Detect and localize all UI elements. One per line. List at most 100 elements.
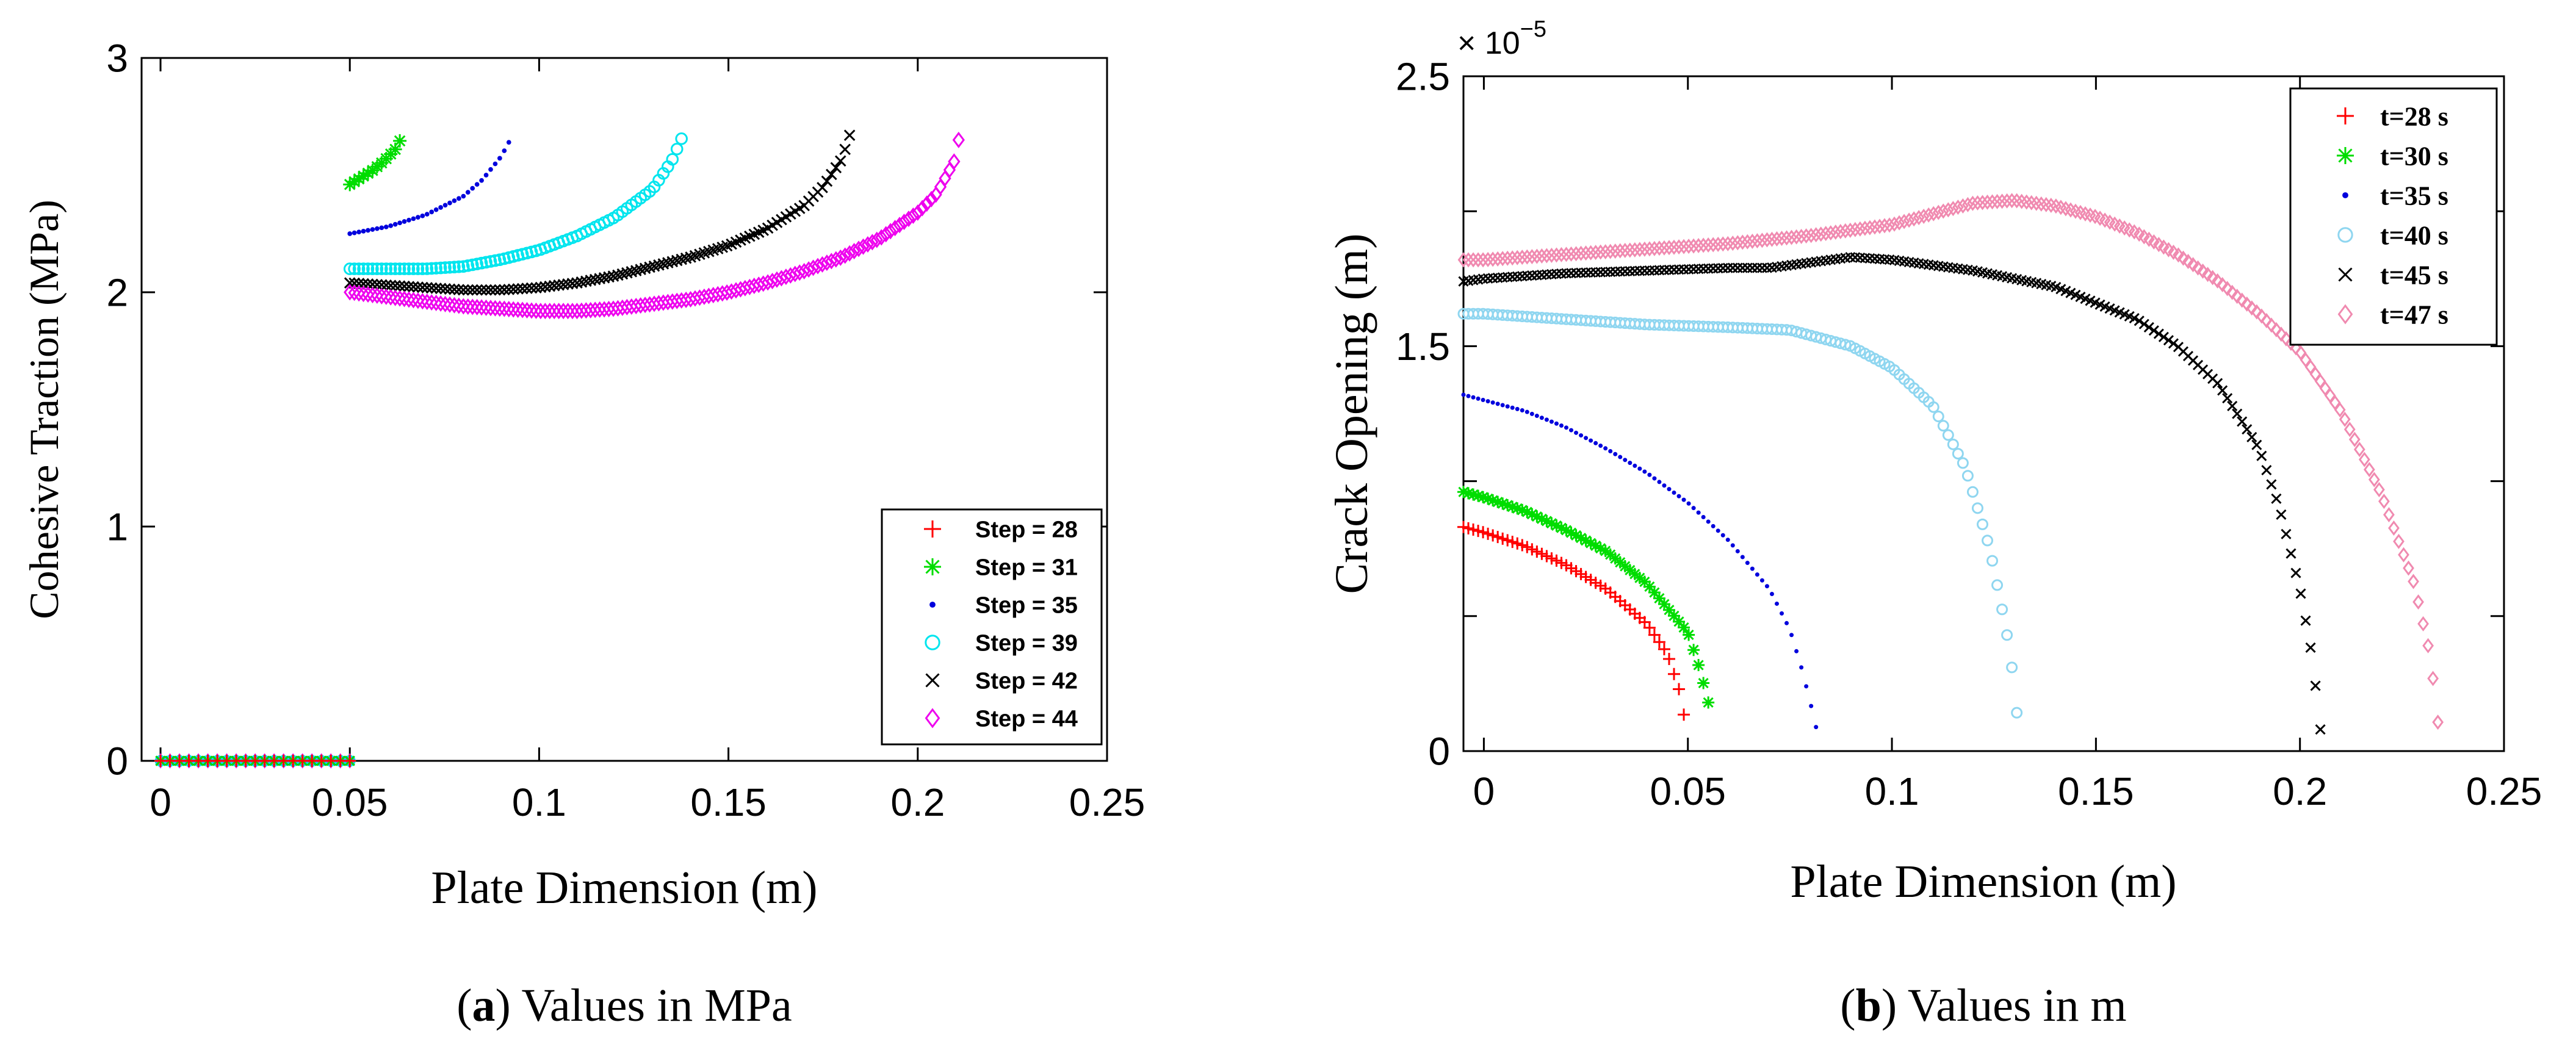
data-point xyxy=(1835,223,1847,239)
data-point xyxy=(1692,659,1705,672)
legend-entry: t=28 s xyxy=(2380,101,2448,131)
data-point xyxy=(1702,696,1715,709)
data-point xyxy=(1814,725,1819,730)
legend-entry: Step = 31 xyxy=(975,555,1078,580)
data-point xyxy=(920,195,933,212)
data-point xyxy=(1501,498,1514,511)
data-point xyxy=(2343,422,2356,437)
data-point xyxy=(425,262,438,275)
data-point xyxy=(370,287,384,304)
data-point xyxy=(2398,547,2409,563)
data-point xyxy=(539,303,552,320)
data-point xyxy=(1496,251,1509,267)
data-point xyxy=(1830,225,1842,240)
y-axis-label-a: Cohesive Traction (MPa) xyxy=(21,200,67,619)
data-point xyxy=(1702,237,1714,253)
data-point xyxy=(2168,338,2179,349)
data-point xyxy=(361,262,375,275)
panel-a: 0 0.05 0.1 0.15 0.2 0.25 0 1 2 3 Plate Dimension … xyxy=(21,36,1145,1031)
data-point xyxy=(1854,221,1866,237)
legend-box-b xyxy=(2289,87,2498,346)
data-point xyxy=(442,203,448,208)
data-point xyxy=(1634,242,1646,257)
data-point xyxy=(1761,232,1773,248)
data-point xyxy=(1462,487,1475,500)
y-tick-label: 0 xyxy=(1428,729,1450,773)
caption-a: (a) Values in MPa xyxy=(456,980,792,1031)
data-point xyxy=(598,272,610,284)
data-point xyxy=(1663,240,1675,256)
data-point xyxy=(580,275,592,287)
data-point xyxy=(1589,539,1602,552)
data-point xyxy=(347,174,361,189)
data-point xyxy=(1752,233,1763,249)
data-point xyxy=(1614,243,1626,259)
data-point xyxy=(458,284,469,296)
data-point xyxy=(548,303,561,320)
data-point xyxy=(1477,252,1489,268)
data-point xyxy=(817,182,828,193)
data-point xyxy=(1839,339,1852,351)
data-point xyxy=(388,223,394,228)
data-point xyxy=(557,303,570,320)
data-point xyxy=(1706,519,1711,524)
data-point xyxy=(430,295,442,312)
data-point xyxy=(2242,424,2253,435)
data-point xyxy=(452,260,466,273)
data-point xyxy=(566,303,579,320)
data-point xyxy=(434,295,447,312)
data-point xyxy=(417,281,428,293)
legend-entry: Step = 44 xyxy=(975,706,1078,732)
data-point xyxy=(1647,472,1652,477)
data-point xyxy=(907,207,920,225)
data-point xyxy=(1526,249,1538,265)
data-point xyxy=(1678,621,1690,634)
data-point xyxy=(485,284,497,296)
data-point xyxy=(2221,281,2234,297)
data-point xyxy=(384,262,397,275)
data-point xyxy=(1701,515,1706,520)
data-point xyxy=(2006,661,2018,674)
data-point xyxy=(634,297,647,314)
data-point xyxy=(1672,490,1676,495)
data-point xyxy=(480,256,492,269)
data-point xyxy=(1559,423,1564,428)
data-point xyxy=(1554,421,1559,426)
data-point xyxy=(2001,629,2013,641)
data-point xyxy=(444,283,456,295)
data-point xyxy=(834,249,847,266)
data-point xyxy=(1629,242,1641,257)
data-point xyxy=(1922,207,1935,223)
data-point xyxy=(589,301,602,318)
data-point xyxy=(499,284,510,296)
data-point xyxy=(1755,572,1759,577)
data-point xyxy=(1780,611,1784,616)
data-point xyxy=(1962,196,1974,212)
data-point xyxy=(344,284,356,301)
data-point xyxy=(416,293,429,310)
data-point xyxy=(2417,616,2429,631)
data-point xyxy=(548,279,560,292)
data-point xyxy=(398,262,411,275)
data-point xyxy=(492,161,498,167)
data-point xyxy=(430,262,442,275)
data-point xyxy=(1534,414,1539,419)
data-point xyxy=(798,262,810,279)
data-point xyxy=(466,258,479,272)
data-point xyxy=(380,262,393,275)
data-point xyxy=(1918,209,1930,225)
data-point xyxy=(1476,396,1481,401)
data-point xyxy=(2422,638,2434,653)
data-point xyxy=(1565,246,1577,262)
data-point xyxy=(1707,237,1719,253)
data-point xyxy=(1781,230,1792,246)
data-point xyxy=(425,294,438,311)
data-point xyxy=(1579,534,1592,547)
legend-entry: Step = 39 xyxy=(975,630,1078,656)
data-point xyxy=(803,261,815,278)
data-point xyxy=(1996,603,2008,616)
data-point xyxy=(2251,439,2262,450)
data-point xyxy=(2138,318,2149,329)
caption-b-text: Values in m xyxy=(1908,980,2127,1031)
data-point xyxy=(1500,403,1505,408)
